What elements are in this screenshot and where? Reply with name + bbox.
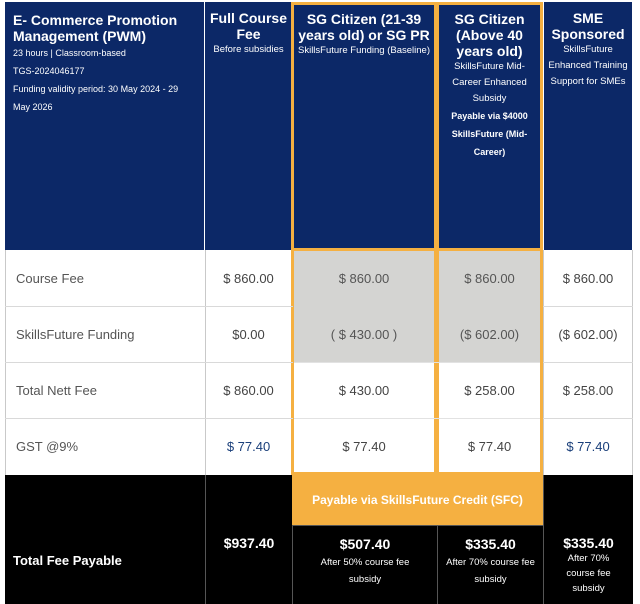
- row-course-fee-sme: $ 860.00: [544, 250, 632, 306]
- course-meta: 23 hours | Classroom-based: [13, 48, 126, 58]
- course-title: E- Commerce Promotion Management (PWM): [13, 12, 178, 44]
- total-label-cell: Total Fee Payable: [5, 475, 205, 604]
- total-sme-cell: $335.40 After 70% course fee subsidy: [543, 475, 633, 604]
- row-gst-full: $ 77.40: [205, 418, 292, 474]
- course-info-header: E- Commerce Promotion Management (PWM) 2…: [5, 2, 204, 250]
- payable-banner-text: Payable via SkillsFuture Credit (SFC): [312, 493, 523, 507]
- total-sme-note: After 70% course fee subsidy: [566, 553, 611, 594]
- payable-banner: Payable via SkillsFuture Credit (SFC): [292, 475, 543, 525]
- sg-mid-header: SG Citizen (Above 40 years old) SkillsFu…: [436, 2, 543, 251]
- row-funding-label: SkillsFuture Funding: [5, 306, 205, 362]
- total-mid-cell: $335.40 After 70% course fee subsidy: [437, 525, 543, 604]
- divider: [5, 306, 293, 307]
- total-fee-label: Total Fee Payable: [13, 553, 122, 568]
- row-funding-sme: ($ 602.00): [544, 306, 632, 362]
- sme-header: SME Sponsored SkillsFuture Enhanced Trai…: [544, 2, 632, 250]
- total-baseline-amount: $507.40: [339, 536, 391, 552]
- baseline-column-outline: [291, 248, 437, 475]
- mid-column-outline: [436, 248, 543, 475]
- total-mid-note: After 70% course fee subsidy: [446, 557, 535, 585]
- row-nett-baseline: $ 430.00: [294, 362, 434, 418]
- row-nett-mid: $ 258.00: [439, 362, 540, 418]
- sg-mid-note: Payable via $4000 SkillsFuture (Mid-Care…: [451, 111, 528, 157]
- row-course-fee-baseline: $ 860.00: [294, 250, 434, 306]
- row-gst-mid: $ 77.40: [439, 418, 540, 474]
- sg-baseline-header: SG Citizen (21-39 years old) or SG PR Sk…: [291, 2, 437, 251]
- divider: [5, 418, 293, 419]
- total-full-amount: $937.40: [223, 535, 275, 551]
- row-nett-sme: $ 258.00: [544, 362, 632, 418]
- full-fee-title: Full Course Fee: [209, 10, 287, 42]
- divider: [5, 362, 293, 363]
- row-funding-baseline: ( $ 430.00 ): [294, 306, 434, 362]
- row-course-fee-label: Course Fee: [5, 250, 205, 306]
- row-gst-baseline: $ 77.40: [294, 418, 434, 474]
- row-funding-full: $0.00: [205, 306, 292, 362]
- total-baseline-cell: $507.40 After 50% course fee subsidy: [292, 525, 437, 604]
- row-course-fee-full: $ 860.00: [205, 250, 292, 306]
- sme-title: SME Sponsored: [551, 10, 625, 42]
- course-code: TGS-2024046177: [13, 66, 85, 76]
- total-baseline-note: After 50% course fee subsidy: [320, 557, 410, 585]
- row-nett-label: Total Nett Fee: [5, 362, 205, 418]
- row-nett-full: $ 860.00: [205, 362, 292, 418]
- row-funding-mid: ($ 602.00): [439, 306, 540, 362]
- row-gst-sme: $ 77.40: [544, 418, 632, 474]
- funding-validity: Funding validity period: 30 May 2024 - 2…: [13, 84, 179, 112]
- divider: [543, 418, 633, 419]
- sg-mid-title: SG Citizen (Above 40 years old): [454, 11, 525, 59]
- total-mid-amount: $335.40: [465, 536, 516, 552]
- full-fee-sub: Before subsidies: [213, 44, 284, 55]
- sg-baseline-sub: SkillsFuture Funding (Baseline): [298, 45, 431, 56]
- sg-baseline-title: SG Citizen (21-39 years old) or SG PR: [298, 11, 430, 43]
- row-course-fee-mid: $ 860.00: [439, 250, 540, 306]
- divider: [294, 362, 540, 363]
- full-fee-header: Full Course Fee Before subsidies: [205, 2, 292, 250]
- total-sme-amount: $335.40: [563, 535, 614, 551]
- divider: [294, 418, 540, 419]
- divider: [543, 362, 633, 363]
- sg-mid-sub: SkillsFuture Mid-Career Enhanced Subsidy: [452, 61, 527, 104]
- divider: [543, 306, 633, 307]
- row-gst-label: GST @9%: [5, 418, 205, 474]
- sme-sub: SkillsFuture Enhanced Training Support f…: [548, 44, 628, 87]
- total-full-cell: $937.40: [205, 475, 292, 604]
